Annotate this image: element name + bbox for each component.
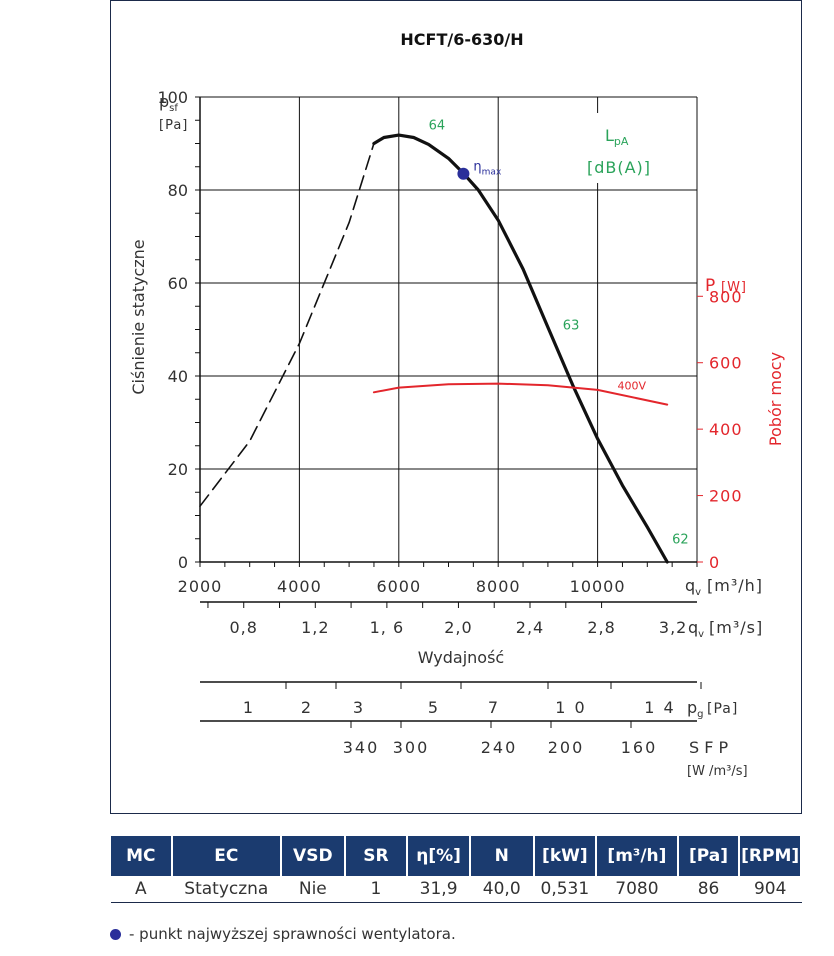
series-pressure-stable <box>372 133 669 564</box>
pg-value-label: 1 0 <box>555 698 586 717</box>
y-tick-label: 100 <box>157 88 188 107</box>
y-tick-label: 80 <box>168 181 188 200</box>
pg-value-label: 5 <box>428 698 440 717</box>
sfp-value-label: 200 <box>548 738 585 757</box>
y2-tick-label: 600 <box>709 354 743 373</box>
y2-tick-label: 400 <box>709 420 743 439</box>
eta-max-label: ηmax <box>473 160 502 178</box>
table-header-cell: [Pa] <box>678 836 739 876</box>
lpa-unit: [dB(A)] <box>587 158 651 177</box>
lpa-symbol: LpA <box>605 126 629 148</box>
y-tick-label: 0 <box>178 553 188 572</box>
spec-table-header: MC EC VSD SR η[%] N [kW] [m³/h] [Pa] [RPM] <box>111 836 802 876</box>
footnote-text: - punkt najwyższej sprawności wentylator… <box>129 925 456 943</box>
y2-tick-label: 200 <box>709 487 743 506</box>
x2-tick-label: 2,0 <box>444 618 472 637</box>
eta-max-point <box>457 167 470 180</box>
table-header-cell: SR <box>345 836 407 876</box>
footnote: - punkt najwyższej sprawności wentylator… <box>110 925 456 943</box>
x-tick-label: 2000 <box>178 577 223 596</box>
lpa-value-label: 63 <box>563 319 580 334</box>
lpa-box <box>579 113 675 183</box>
x2-tick-label: 0,8 <box>230 618 258 637</box>
table-header-cell: VSD <box>282 836 344 876</box>
lpa-value-label: 62 <box>672 532 689 547</box>
y-axis-symbol: psf <box>159 92 178 114</box>
x-tick-label: 8000 <box>476 577 521 596</box>
series-400V <box>372 382 669 406</box>
spec-table: MC EC VSD SR η[%] N [kW] [m³/h] [Pa] [RPM] A Staty… <box>111 836 802 903</box>
table-header-cell: N <box>470 836 533 876</box>
x-axis-unit: [m³/h] <box>707 576 763 595</box>
table-header-cell: MC <box>111 836 171 876</box>
x2-tick-label: 1, 6 <box>370 618 405 637</box>
sfp-value-label: 240 <box>481 738 518 757</box>
x2-tick-label: 3,2 <box>659 618 687 637</box>
sfp-label: S F P <box>689 738 729 757</box>
y2-axis-unit: [W] <box>721 280 747 295</box>
table-header-cell: EC <box>172 836 280 876</box>
y-axis-title: Ciśnienie statyczne <box>129 239 148 394</box>
sfp-value-label: 160 <box>621 738 658 757</box>
sfp-value-label: 300 <box>393 738 430 757</box>
pg-value-label: 1 4 <box>644 698 675 717</box>
table-cell: 1 <box>370 879 382 899</box>
y-tick-label: 20 <box>168 460 188 479</box>
table-cell: Statyczna <box>184 879 269 899</box>
y2-axis-title: Pobór mocy <box>766 352 785 446</box>
table-cell: A <box>135 879 147 899</box>
chart-title: HCFT/6-630/H <box>400 30 523 49</box>
eta-max-legend-dot <box>110 928 121 940</box>
x-axis-symbol: qv <box>685 576 701 598</box>
y2-tick-label: 800 <box>709 287 743 306</box>
x2-axis-unit: [m³/s] <box>709 618 763 637</box>
y-tick-label: 40 <box>168 367 188 386</box>
pg-value-label: 3 <box>353 698 365 717</box>
table-header-cell: [m³/h] <box>597 836 677 876</box>
spec-table-row: A Statyczna Nie 1 31,9 40,0 0,531 7080 86 904 <box>111 876 802 903</box>
series-pressure-unstable <box>199 142 375 508</box>
chart-frame: HCFT/6-630/H 0 20 40 60 80 100 2000 4000 6000 800… <box>110 0 802 814</box>
table-header-cell: [kW] <box>534 836 596 876</box>
x-tick-label: 4000 <box>277 577 322 596</box>
table-cell: 904 <box>753 879 787 899</box>
x-axis-title: Wydajność <box>418 648 504 667</box>
table-header-cell: [RPM] <box>740 836 800 876</box>
x2-axis-symbol: qv <box>688 618 704 640</box>
table-cell: 0,531 <box>540 879 590 899</box>
y2-tick-label: 0 <box>709 553 720 572</box>
sfp-unit: [W /m³/s] <box>687 764 748 779</box>
y-axis-unit: [Pa] <box>159 118 188 133</box>
x2-tick-label: 2,4 <box>516 618 544 637</box>
x-tick-label: 10000 <box>570 577 626 596</box>
x2-tick-label: 2,8 <box>587 618 615 637</box>
table-header-cell: η[%] <box>408 836 469 876</box>
pg-unit: [Pa] <box>707 701 738 717</box>
table-cell: 31,9 <box>419 879 458 899</box>
table-cell: 7080 <box>615 879 659 899</box>
sfp-value-label: 340 <box>343 738 380 757</box>
lpa-value-label: 64 <box>429 119 446 134</box>
series-label-400v: 400V <box>617 379 646 392</box>
pg-symbol: pg <box>687 698 704 720</box>
y2-axis-symbol: P <box>705 276 715 296</box>
pg-value-label: 2 <box>301 698 313 717</box>
table-cell: 86 <box>697 879 720 899</box>
table-cell: Nie <box>298 879 327 899</box>
x-tick-label: 6000 <box>376 577 421 596</box>
pg-value-label: 1 <box>243 698 255 717</box>
y-tick-label: 60 <box>168 274 188 293</box>
x2-tick-label: 1,2 <box>301 618 329 637</box>
table-cell: 40,0 <box>482 879 521 899</box>
pg-value-label: 7 <box>488 698 500 717</box>
